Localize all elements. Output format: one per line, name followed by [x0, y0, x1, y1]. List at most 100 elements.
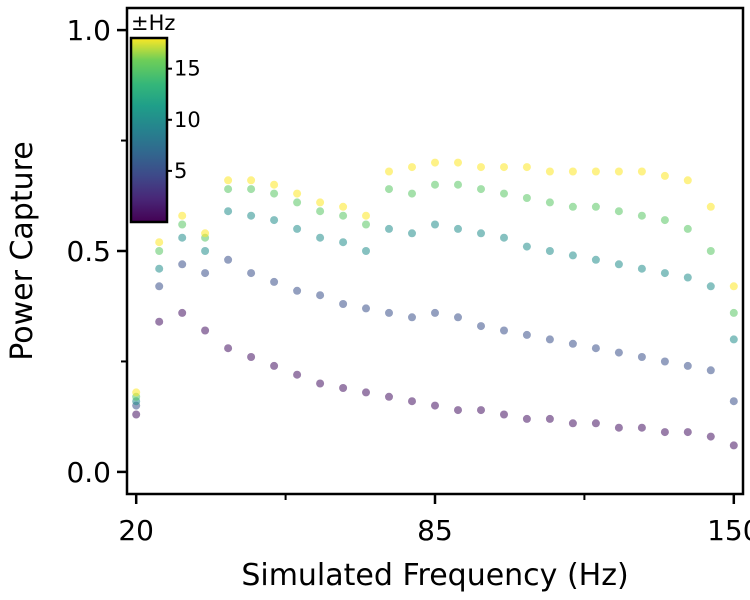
data-point [729, 282, 738, 291]
data-point [270, 361, 279, 370]
data-point [545, 335, 554, 344]
y-axis-title: Power Capture [5, 141, 40, 361]
data-point [247, 185, 256, 194]
y-tick-label: 0.0 [66, 456, 111, 489]
data-point [500, 410, 508, 419]
data-point [614, 348, 623, 357]
data-point [522, 414, 531, 423]
data-point [270, 180, 279, 189]
data-point [637, 423, 646, 432]
data-point [362, 304, 370, 313]
data-point [362, 388, 370, 397]
data-point [683, 176, 692, 185]
data-point [637, 211, 646, 220]
data-point [683, 428, 692, 437]
data-point [155, 238, 164, 247]
data-point [316, 379, 325, 388]
data-point [454, 313, 462, 322]
data-point [224, 207, 233, 216]
data-point [339, 384, 348, 392]
data-point [224, 255, 233, 264]
data-point [637, 167, 646, 176]
data-point [431, 158, 439, 167]
data-point [362, 211, 370, 220]
data-point [729, 308, 738, 317]
data-point [614, 167, 623, 176]
data-point [339, 211, 348, 220]
data-point [408, 397, 416, 406]
data-point [178, 211, 187, 220]
x-tick-label: 150 [707, 514, 750, 547]
data-point [660, 269, 669, 278]
data-point [500, 233, 508, 242]
data-point [224, 176, 233, 185]
data-point [591, 344, 600, 353]
y-tick-label: 0.5 [66, 235, 111, 268]
data-point [316, 291, 325, 300]
data-point [477, 406, 485, 415]
colorbar-gradient [129, 36, 169, 224]
data-point [500, 189, 508, 198]
data-point [477, 322, 485, 331]
data-point [155, 282, 164, 291]
data-point [454, 158, 462, 167]
data-point [591, 419, 600, 428]
data-point [178, 260, 187, 269]
data-point [293, 198, 302, 207]
data-point [178, 308, 187, 317]
data-point [385, 224, 393, 233]
data-point [545, 167, 554, 176]
data-point [545, 247, 554, 255]
data-point [385, 392, 393, 401]
data-point [706, 247, 715, 255]
data-point [568, 339, 577, 348]
data-point [729, 335, 738, 344]
data-point [614, 423, 623, 432]
y-axis: 0.0 0.5 1.0 [66, 14, 127, 489]
x-axis-title: Simulated Frequency (Hz) [241, 558, 628, 593]
data-point [545, 414, 554, 423]
data-point [316, 198, 325, 207]
data-point [155, 264, 164, 273]
plot-frame [125, 6, 745, 496]
data-point [247, 176, 256, 185]
data-point [293, 189, 302, 198]
data-point [477, 229, 485, 238]
data-point [614, 207, 623, 216]
data-point [247, 211, 256, 220]
data-point [660, 216, 669, 225]
data-point [178, 233, 187, 242]
data-point [316, 207, 325, 216]
data-point [614, 260, 623, 269]
data-point [637, 353, 646, 361]
data-point [522, 330, 531, 339]
data-point [591, 167, 600, 176]
colorbar: ±Hz 5 10 15 [129, 11, 201, 224]
data-point [706, 282, 715, 291]
data-point [454, 406, 462, 415]
data-point [477, 185, 485, 194]
data-point [729, 397, 738, 406]
data-point [431, 308, 439, 317]
data-point [339, 202, 348, 211]
data-point [568, 251, 577, 260]
data-point [683, 361, 692, 370]
data-point [431, 401, 439, 410]
data-point [660, 357, 669, 366]
data-point [270, 216, 279, 225]
data-point [224, 185, 233, 194]
data-points [132, 158, 738, 450]
data-point [201, 229, 210, 238]
data-point [408, 313, 416, 322]
data-point [247, 269, 256, 278]
data-point [683, 224, 692, 233]
data-point [660, 428, 669, 437]
data-point [385, 185, 393, 194]
data-point [385, 308, 393, 317]
data-point [339, 238, 348, 247]
data-point [591, 255, 600, 264]
data-point [155, 247, 164, 255]
data-point [132, 388, 141, 397]
data-point [454, 224, 462, 233]
data-point [155, 317, 164, 326]
